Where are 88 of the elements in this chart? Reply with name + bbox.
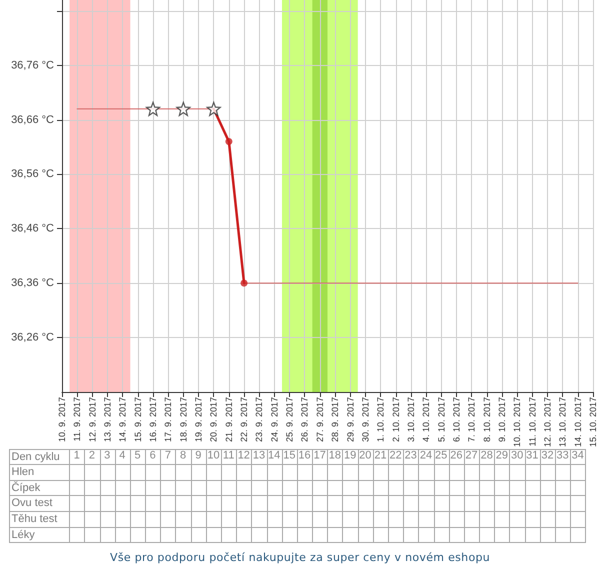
- x-tick-label: 20. 9. 2017: [208, 397, 219, 442]
- x-tick-label: 1. 10. 2017: [376, 397, 386, 442]
- x-tick-label: 29. 9. 2017: [345, 397, 356, 442]
- x-tick-label: 13. 9. 2017: [102, 397, 113, 442]
- text: Vše pro podporu početí nakupujte za super ceny v novém eshopu: [110, 551, 490, 565]
- x2-tick-label: 1: [74, 450, 80, 462]
- x2-tick-label: 30: [510, 450, 524, 462]
- y-tick-label: 36,36 °C: [11, 277, 54, 290]
- text: Léky: [12, 528, 35, 542]
- x2-tick-label: 3: [104, 450, 110, 462]
- x2-tick-label: 24: [420, 450, 432, 462]
- x2-tick-label: 32: [541, 450, 554, 462]
- x-tick-label: 26. 9. 2017: [300, 397, 310, 442]
- x-tick-label: 17. 9. 2017: [163, 397, 174, 442]
- x-tick-label: 9. 10. 2017: [496, 397, 507, 442]
- y-tick-label: 36,66 °C: [11, 114, 54, 126]
- x-tick-label: 28. 9. 2017: [330, 397, 340, 442]
- x-tick-label: 15. 10. 2017: [588, 397, 598, 448]
- x-tick-label: 13. 10. 2017: [558, 397, 568, 448]
- y-tick-label: 36,76 °C: [11, 59, 54, 72]
- x2-tick-label: 7: [164, 450, 171, 462]
- text: Hlen: [12, 466, 34, 480]
- x2-tick-label: 4: [119, 450, 126, 462]
- x2-tick-label: 22: [390, 450, 402, 462]
- x2-tick-label: 33: [556, 450, 569, 462]
- x-tick-label: 8. 10. 2017: [482, 397, 492, 442]
- x-tick-label: 10. 10. 2017: [512, 397, 522, 448]
- x2-tick-label: 13: [252, 450, 266, 462]
- x-tick-label: 11. 10. 2017: [527, 397, 538, 446]
- x2-tick-label: 17: [314, 450, 326, 462]
- x2-tick-label: 23: [404, 450, 417, 462]
- y-tick-label: 36,46 °C: [11, 222, 54, 235]
- text: Čípek: [12, 482, 40, 495]
- x-tick-label: 14. 10. 2017: [572, 397, 583, 448]
- x-tick-label: 2. 10. 2017: [390, 397, 401, 442]
- x2-tick-label: 28: [480, 450, 493, 462]
- x2-tick-label: 12: [238, 450, 250, 462]
- text: Těhu test: [12, 512, 58, 526]
- x2-tick-label: 9: [195, 450, 202, 462]
- x-tick-label: 12. 9. 2017: [87, 397, 98, 442]
- point: [146, 102, 160, 116]
- text: Ovu test: [12, 497, 52, 510]
- x2-tick-label: 20: [359, 450, 372, 462]
- x-tick-label: 4. 10. 2017: [421, 397, 432, 442]
- x2-tick-label: 25: [435, 450, 448, 462]
- x-tick-label: 7. 10. 2017: [466, 397, 477, 442]
- x2-tick-label: 18: [328, 450, 342, 462]
- x2-tick-label: 2: [88, 450, 96, 462]
- x-tick-label: 11. 9. 2017: [72, 397, 82, 442]
- point: [176, 102, 190, 116]
- x-tick-label: 18. 9. 2017: [178, 397, 188, 442]
- x-tick-label: 27. 9. 2017: [314, 397, 325, 442]
- y-tick-label: 36,26 °C: [11, 332, 54, 344]
- x2-tick-label: 14: [268, 450, 280, 462]
- x2-tick-label: 21: [374, 450, 387, 462]
- x2-tick-label: 16: [298, 450, 311, 462]
- x2-tick-label: 29: [496, 450, 508, 462]
- x-tick-label: 25. 9. 2017: [284, 397, 295, 442]
- x-tick-label: 10. 9. 2017: [57, 397, 67, 442]
- x-tick-label: 15. 9. 2017: [132, 397, 143, 442]
- x-tick-label: 12. 10. 2017: [542, 397, 552, 448]
- x2-tick-label: 8: [180, 450, 186, 462]
- x-tick-label: 6. 10. 2017: [451, 397, 462, 442]
- x-tick-label: 21. 9. 2017: [224, 397, 234, 442]
- x2-axis-title: Den cyklu: [12, 450, 60, 464]
- x-tick-label: 19. 9. 2017: [194, 397, 204, 442]
- x2-tick-label: 6: [150, 450, 156, 462]
- x-tick-label: 23. 9. 2017: [254, 397, 264, 442]
- x2-tick-label: 31: [526, 450, 538, 462]
- x-tick-label: 30. 9. 2017: [360, 397, 370, 442]
- x2-tick-label: 5: [134, 450, 141, 462]
- x2-tick-label: 11: [222, 450, 234, 462]
- x2-tick-label: 34: [572, 450, 584, 462]
- x2-tick-label: 15: [283, 450, 296, 462]
- x-tick-label: 3. 10. 2017: [406, 397, 416, 442]
- y-tick-label: 36,56 °C: [11, 168, 54, 180]
- x-tick-label: 24. 9. 2017: [269, 397, 280, 442]
- x2-tick-label: 19: [344, 450, 356, 462]
- x-tick-label: 14. 9. 2017: [118, 397, 128, 442]
- x2-tick-label: 10: [207, 450, 220, 462]
- x-tick-label: 16. 9. 2017: [148, 397, 158, 442]
- x-tick-label: 5. 10. 2017: [436, 397, 446, 442]
- x2-tick-label: 26: [450, 450, 462, 462]
- point: [225, 138, 232, 146]
- x2-tick-label: 27: [465, 450, 478, 462]
- x-tick-label: 22. 9. 2017: [239, 397, 250, 442]
- point: [206, 102, 221, 116]
- point: [240, 280, 248, 287]
